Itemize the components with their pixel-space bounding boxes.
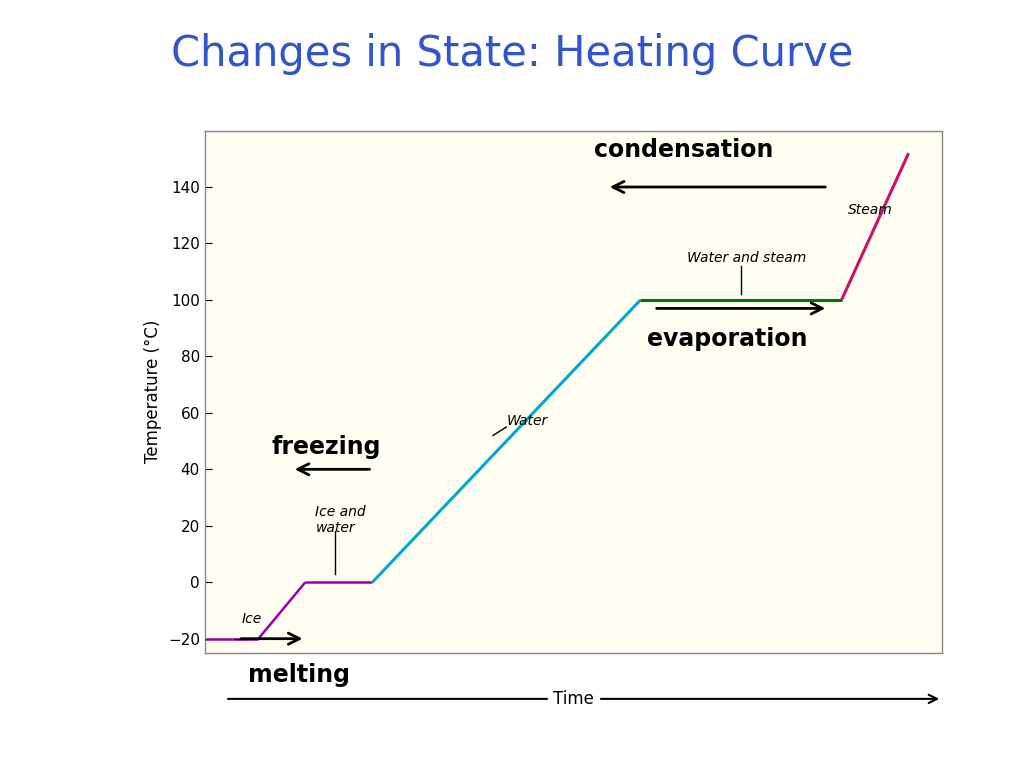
Text: Time: Time [553, 690, 594, 708]
Text: Water and steam: Water and steam [687, 250, 807, 265]
Text: Steam: Steam [848, 203, 893, 217]
Y-axis label: Temperature (°C): Temperature (°C) [144, 320, 163, 463]
Text: freezing: freezing [271, 435, 381, 458]
Text: Ice: Ice [242, 612, 262, 626]
Text: condensation: condensation [594, 138, 773, 162]
Text: Water: Water [507, 414, 548, 429]
Text: Changes in State: Heating Curve: Changes in State: Heating Curve [171, 33, 853, 74]
Text: Ice and
water: Ice and water [315, 505, 366, 535]
Text: evaporation: evaporation [647, 327, 808, 352]
Text: melting: melting [249, 664, 350, 687]
